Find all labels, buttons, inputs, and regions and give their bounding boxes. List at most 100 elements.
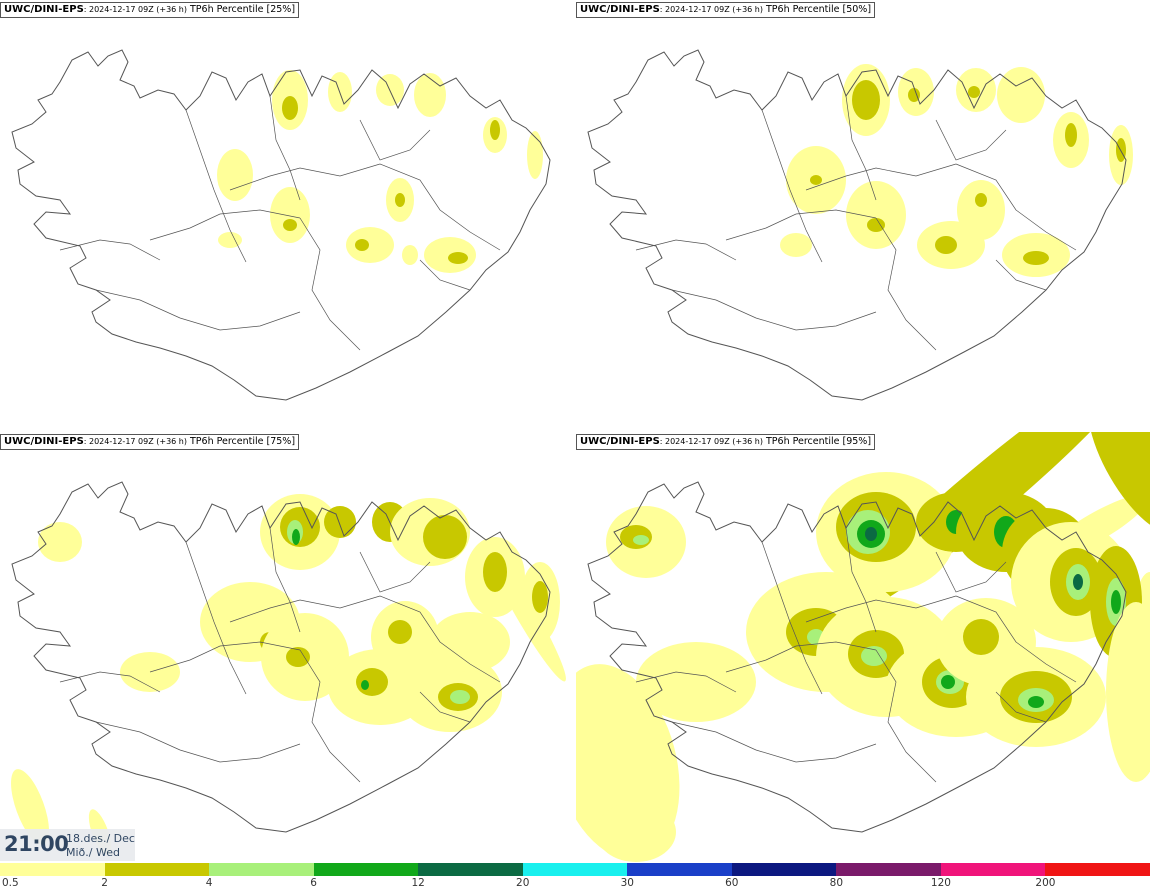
valid-date: 18.des./ Dec: [66, 832, 135, 845]
precip-contour: [448, 252, 468, 264]
boundary-line: [269, 95, 301, 201]
precip-streak: [1088, 432, 1150, 533]
precip-contour: [270, 187, 310, 243]
boundary-line: [185, 541, 247, 695]
precip-contour: [852, 80, 880, 120]
boundary-line: [95, 721, 301, 763]
legend-label: 4: [205, 877, 213, 889]
boundary-line: [935, 119, 1007, 161]
precip-contour: [217, 149, 253, 201]
precip-contour: [865, 527, 877, 541]
precip-contour: [1111, 590, 1121, 614]
precip-contour: [282, 96, 298, 120]
boundary-line: [359, 551, 431, 593]
coastline: [11, 49, 551, 401]
precip-contour: [388, 620, 412, 644]
panel-header: UWC/DINI-EPS: 2024-12-17 09Z (+36 h) TP6…: [0, 434, 300, 450]
boundary-line: [95, 289, 301, 331]
legend-color-4: [418, 863, 524, 876]
legend-color-1: [104, 863, 210, 876]
legend-label: 200: [1035, 877, 1056, 889]
model-source: UWC/DINI-EPS: [4, 4, 84, 15]
model-source: UWC/DINI-EPS: [580, 436, 660, 447]
boundary-line: [419, 259, 471, 291]
precip-contour: [935, 236, 957, 254]
boundary-line: [805, 163, 957, 191]
precip-contour: [997, 67, 1045, 123]
precip-contour: [430, 612, 510, 672]
map-panel-p75: UWC/DINI-EPS: 2024-12-17 09Z (+36 h) TP6…: [0, 432, 574, 862]
variable-label: TP6h Percentile [50%]: [762, 4, 872, 15]
precip-contour: [1073, 574, 1083, 590]
boundary-line: [845, 527, 877, 633]
boundary-line: [635, 239, 737, 261]
boundary-line: [761, 541, 823, 695]
boundary-line: [671, 289, 877, 331]
coastline: [587, 49, 1127, 401]
precip-contour: [908, 88, 920, 102]
boundary-line: [875, 649, 937, 783]
legend-label: 20: [516, 877, 530, 889]
boundary-line: [635, 671, 737, 693]
boundary-line: [935, 551, 1007, 593]
precip-contour: [532, 581, 548, 613]
precip-contour: [38, 522, 82, 562]
precip-contour: [450, 690, 470, 704]
precip-contour: [283, 219, 297, 231]
boundary-line: [419, 691, 471, 723]
precip-contour: [1106, 602, 1150, 782]
precip-contour: [968, 86, 980, 98]
valid-weekday: Mið./ Wed: [66, 846, 120, 859]
precip-contour: [346, 227, 394, 263]
precipitation-legend: 0.5 2 4 6 12 20 30 60 80 120 200: [0, 863, 1150, 891]
precip-contour: [527, 131, 543, 179]
legend-color-0: [0, 863, 106, 876]
variable-label: TP6h Percentile [95%]: [762, 436, 872, 447]
variable-label: TP6h Percentile [25%]: [186, 4, 296, 15]
boundary-line: [671, 721, 877, 763]
boundary-line: [845, 95, 877, 201]
precip-contour: [975, 193, 987, 207]
precip-contour: [846, 181, 906, 249]
legend-label: 6: [310, 877, 317, 889]
iceland-map: [576, 432, 1150, 862]
run-info: : 2024-12-17 09Z (+36 h): [83, 437, 187, 446]
boundary-line: [359, 119, 431, 161]
precip-streak: [596, 802, 676, 862]
precip-contour: [1065, 123, 1077, 147]
legend-color-6: [627, 863, 733, 876]
boundary-line: [299, 649, 361, 783]
boundary-line: [955, 595, 1077, 683]
iceland-map: [11, 49, 551, 401]
boundary-line: [725, 641, 877, 673]
legend-label: 120: [930, 877, 951, 889]
boundary-line: [725, 209, 877, 241]
precip-contour: [861, 646, 887, 666]
precip-contour: [361, 680, 369, 690]
legend-label: 30: [620, 877, 634, 889]
precip-contour: [286, 647, 310, 667]
legend-color-7: [731, 863, 837, 876]
legend-color-5: [522, 863, 628, 876]
boundary-line: [379, 163, 501, 251]
legend-color-9: [940, 863, 1046, 876]
panel-header: UWC/DINI-EPS: 2024-12-17 09Z (+36 h) TP6…: [576, 2, 876, 18]
boundary-line: [379, 595, 501, 683]
panel-header: UWC/DINI-EPS: 2024-12-17 09Z (+36 h) TP6…: [0, 2, 300, 18]
precip-contour: [324, 506, 356, 538]
boundary-line: [805, 595, 957, 623]
boundary-line: [229, 163, 381, 191]
precip-streak: [11, 769, 49, 845]
precip-contour: [1023, 251, 1049, 265]
boundary-line: [185, 109, 247, 263]
boundary-line: [59, 239, 161, 261]
precip-contour: [355, 239, 369, 251]
variable-label: TP6h Percentile [75%]: [186, 436, 296, 447]
precip-contour: [867, 218, 885, 232]
precip-contour: [780, 233, 812, 257]
precip-contour: [395, 193, 405, 207]
boundary-line: [149, 641, 301, 673]
legend-color-3: [313, 863, 419, 876]
legend-color-8: [836, 863, 942, 876]
model-source: UWC/DINI-EPS: [4, 436, 84, 447]
